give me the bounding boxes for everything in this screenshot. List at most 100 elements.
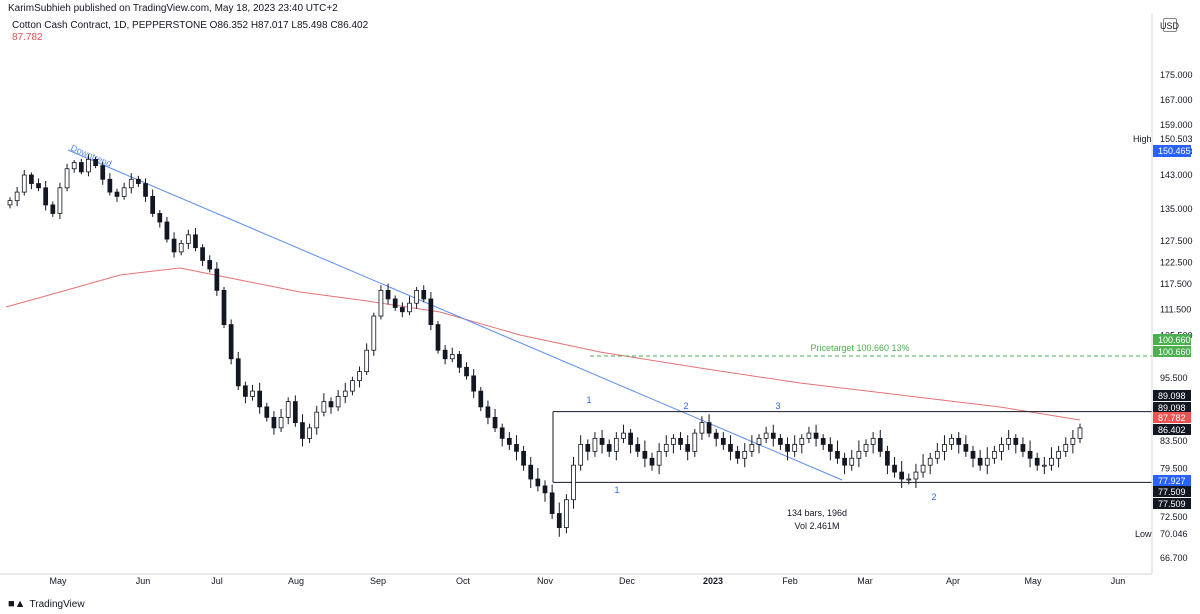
price-tag: 77.927: [1158, 476, 1186, 486]
footer-brand: TradingView: [29, 598, 85, 610]
candle: [143, 178, 148, 202]
candle: [321, 393, 327, 417]
time-tick-label: Jun: [136, 576, 151, 586]
wave-label: 1: [614, 485, 619, 495]
candle: [214, 262, 220, 296]
candle-body: [728, 444, 733, 452]
candle: [385, 283, 391, 305]
candle-body: [977, 457, 983, 466]
candle: [927, 452, 933, 475]
candle-body: [285, 401, 291, 418]
candle: [1013, 434, 1019, 454]
high-tag: 150.465: [1158, 146, 1191, 156]
candle: [414, 286, 419, 309]
candle: [778, 434, 783, 450]
candle-body: [107, 178, 113, 193]
candle-body: [1041, 464, 1047, 467]
candle: [827, 437, 833, 461]
candle: [835, 440, 840, 464]
price-tick-label: 159.000: [1160, 120, 1193, 130]
candle-body: [713, 432, 719, 439]
wave-label: 1: [586, 395, 591, 405]
candle-body: [264, 406, 270, 418]
candle-body: [399, 307, 405, 313]
candle-body: [749, 444, 755, 452]
candle-body: [86, 158, 91, 173]
candle: [899, 461, 905, 488]
candle: [100, 161, 106, 185]
wave-label: 2: [683, 401, 688, 411]
price-tick-label: 72.500: [1160, 512, 1188, 522]
candle-body: [542, 485, 548, 494]
candle: [7, 197, 13, 209]
candle-body: [335, 395, 341, 408]
candle-body: [378, 289, 384, 317]
candle: [150, 189, 156, 217]
candle: [792, 435, 798, 457]
price-tag-bg: [1153, 486, 1191, 497]
candle-body: [499, 427, 505, 439]
candle-body: [992, 450, 997, 459]
price-tick-label: 111.500: [1160, 305, 1191, 315]
moving-average-layer: [5, 267, 1081, 421]
candle-body: [920, 464, 926, 473]
ma-value: 87.782: [12, 32, 43, 43]
candle: [906, 473, 912, 485]
candle-body: [1063, 444, 1069, 452]
candle: [292, 395, 298, 427]
time-tick-label: Dec: [619, 576, 636, 586]
candle: [663, 435, 669, 457]
time-tick-label: Aug: [288, 576, 304, 586]
candle: [250, 384, 255, 401]
candle-body: [813, 432, 819, 439]
candle: [564, 494, 569, 534]
candle-body: [250, 390, 255, 397]
price-tag-bg: [1153, 402, 1191, 413]
candle: [528, 456, 534, 488]
candle-body: [514, 444, 519, 452]
candle: [535, 467, 541, 492]
price-tag: 87.782: [1158, 413, 1186, 423]
low-value: 70.046: [1160, 529, 1188, 539]
candle: [706, 414, 712, 438]
candle: [742, 443, 748, 468]
candle: [728, 435, 733, 461]
wave-label: 2: [931, 492, 936, 502]
candle: [514, 435, 519, 461]
candle: [43, 180, 49, 211]
candle: [656, 443, 662, 475]
candle-body: [221, 289, 227, 325]
candle: [178, 239, 184, 256]
candle: [114, 188, 120, 202]
target-label: Pricetarget 100.660 13%: [810, 343, 909, 353]
candle-body: [136, 178, 141, 184]
candle-body: [934, 450, 940, 459]
candle-body: [963, 444, 969, 452]
candle: [107, 173, 113, 196]
candle-body: [464, 366, 469, 377]
price-tag-bg: [1153, 334, 1191, 345]
price-tick-label: 83.500: [1160, 436, 1188, 446]
candle: [692, 428, 698, 457]
candle: [549, 484, 555, 520]
candle-body: [506, 437, 512, 445]
candle-body: [228, 324, 234, 360]
settings-icon[interactable]: [1163, 18, 1177, 32]
candle-body: [1006, 437, 1012, 445]
candle-body: [528, 464, 534, 480]
candle-body: [564, 499, 569, 529]
candle-body: [14, 191, 20, 202]
candle: [471, 369, 477, 398]
candle-body: [999, 444, 1004, 452]
candle-body: [1077, 427, 1083, 439]
candle: [735, 445, 740, 464]
candle: [763, 426, 769, 444]
candle: [71, 160, 77, 173]
candle: [506, 432, 512, 450]
candle: [21, 170, 27, 196]
candle-body: [792, 444, 798, 452]
candle: [877, 429, 883, 457]
candle: [642, 440, 648, 468]
candle: [628, 428, 633, 454]
